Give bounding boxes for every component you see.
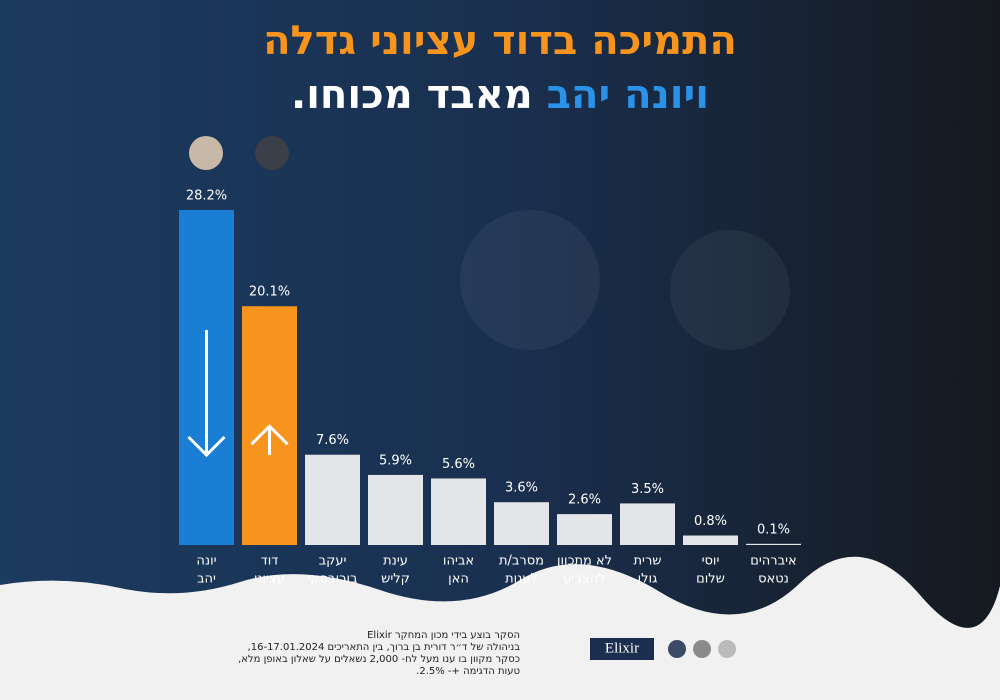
category-label: נטאס [758,572,789,587]
category-label: עינת [383,554,408,569]
category-label: להצביע [563,572,605,587]
title: ויונה יהב מאבד מכוחו. [0,72,1000,118]
logo-dot [718,640,736,658]
bar [683,535,738,545]
value-label: 0.8% [694,514,727,529]
category-label: לענות [505,572,538,587]
category-label: שרית [634,554,662,569]
category-label: בורובסקי [307,572,357,587]
title-rest: מאבד מכוחו. [291,72,533,118]
title: התמיכה בדוד עציוני גדלה [263,18,737,64]
bar [431,478,486,545]
category-label: מסרב/ת [499,554,544,569]
value-label: 3.6% [505,481,538,496]
footer-line: כסקר מקוון בו ענו מעל לח- 2,000 נשאלים ע… [238,654,520,665]
photo [255,136,289,170]
bar [368,474,423,545]
category-label: עציוני [254,572,284,587]
bg-photo [460,210,600,350]
value-label: 20.1% [249,285,290,300]
value-label: 3.5% [631,482,664,497]
logo: Elixir [605,640,639,656]
footer-line: בניהולה של ד״ר דורית בן ברוך, בין התאריכ… [247,642,520,653]
category-label: דוד [261,554,279,569]
bar [557,514,612,545]
category-label: יוסי [702,554,720,569]
bar [305,454,360,545]
value-label: 7.6% [316,433,349,448]
category-label: יהב [197,572,216,587]
bar [494,502,549,545]
category-label: לא מתכוון [557,554,612,569]
category-label: אביהו [443,554,474,569]
logo-box [590,638,654,660]
paper [0,556,1000,700]
category-label: קליש [381,572,410,587]
arrow-head [187,435,226,458]
value-label: 0.1% [757,522,790,537]
category-label: יעקב [319,554,347,569]
category-label: יונה [196,554,216,569]
bar [746,543,801,545]
bg-photo [670,230,790,350]
category-label: שלום [696,572,725,587]
category-label: האן [448,572,469,587]
value-label: 28.2% [186,189,227,204]
value-label: 5.9% [379,453,412,468]
value-label: 2.6% [568,493,601,508]
logo-dot [668,640,686,658]
bar [620,503,675,545]
footer-line: טעות הדגימה +- 2.5%. [416,666,520,677]
category-label: איברהים [750,554,796,569]
footer: הסקר בוצע בידי מכון המחקר Elixir בניהולה … [200,630,520,678]
footer-line: הסקר בוצע בידי מכון המחקר Elixir [367,630,520,641]
photo [189,136,223,170]
title-highlight: ויונה יהב [546,72,709,118]
value-label: 5.6% [442,457,475,472]
arrow-head [250,424,289,446]
category-label: גולן [638,572,658,587]
logo-dot [693,640,711,658]
